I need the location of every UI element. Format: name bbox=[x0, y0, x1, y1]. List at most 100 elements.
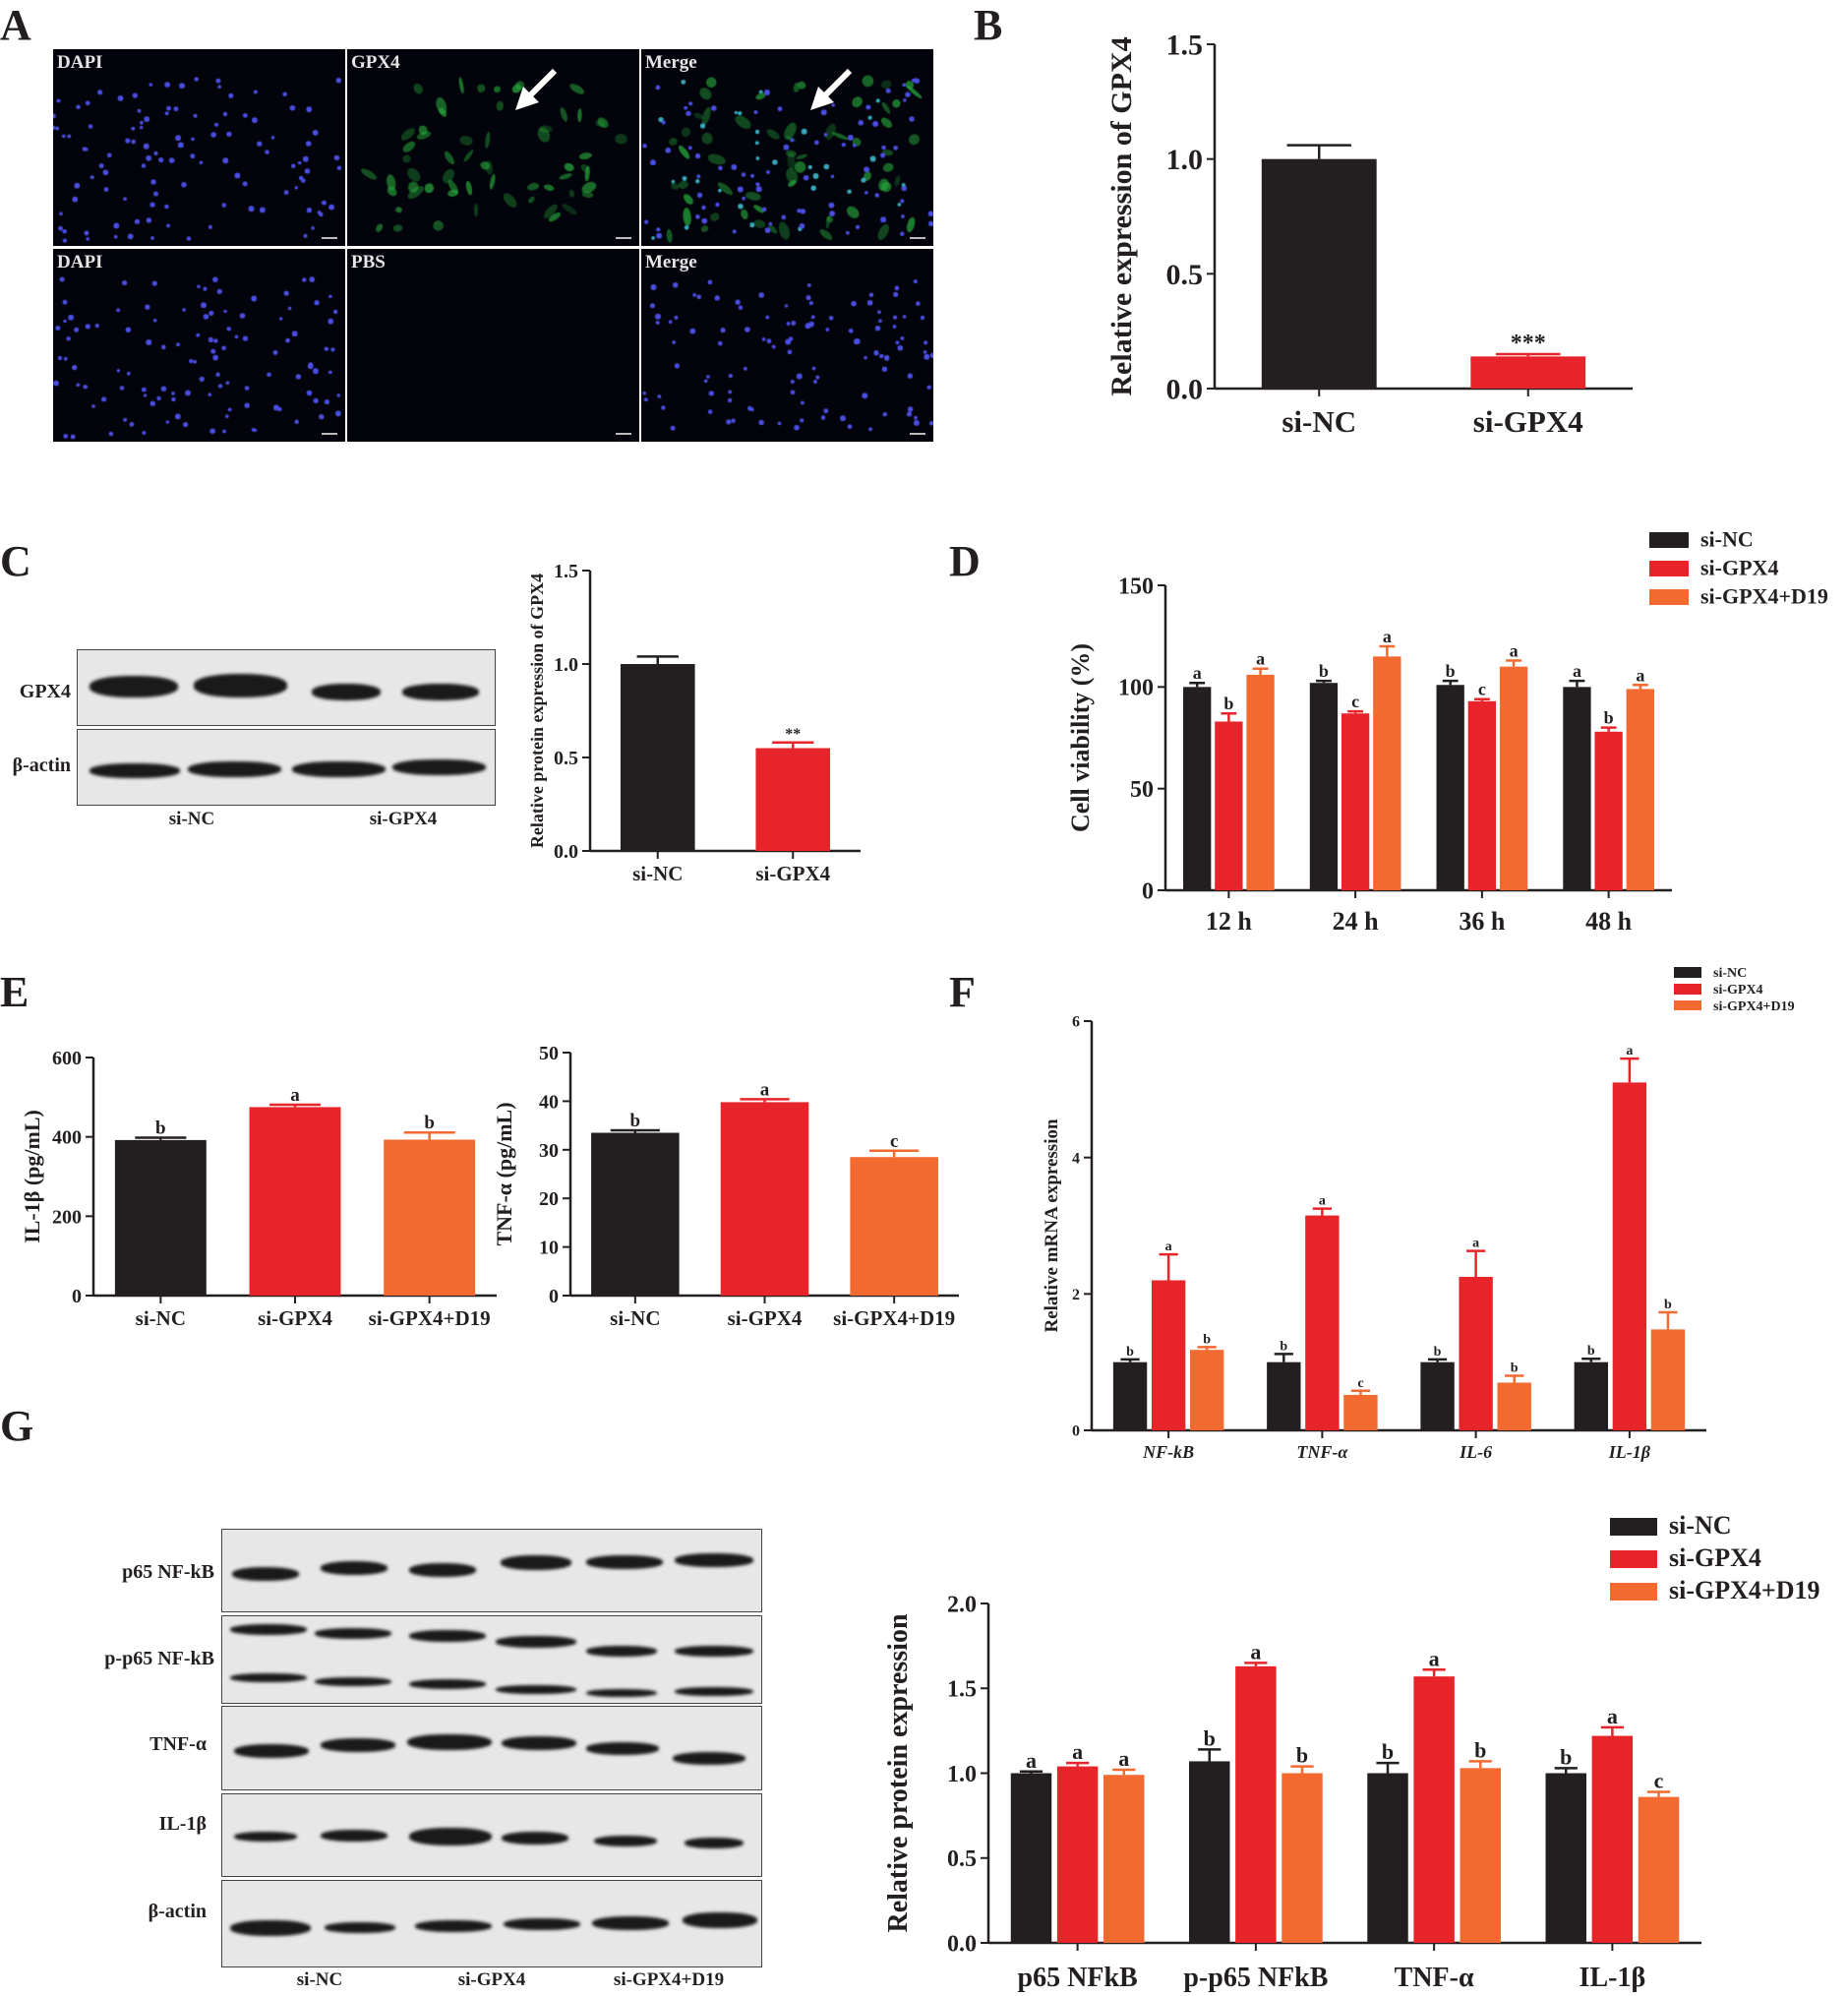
legend-swatch bbox=[1649, 589, 1689, 605]
y-tick-label: 40 bbox=[539, 1091, 559, 1113]
y-tick-label: 150 bbox=[1118, 574, 1154, 599]
x-tick-label: p65 NFkB bbox=[1018, 1963, 1138, 1993]
significance-label: c bbox=[1357, 1376, 1363, 1391]
bar bbox=[1650, 1329, 1686, 1430]
blot-row-p-p65 bbox=[221, 1615, 762, 1704]
x-tick-label: 36 h bbox=[1459, 907, 1506, 936]
bar bbox=[1497, 1382, 1531, 1430]
significance-label: a bbox=[1026, 1748, 1037, 1773]
significance-label: a bbox=[1429, 1646, 1440, 1670]
legend-swatch bbox=[1649, 561, 1689, 576]
x-tick-label: 12 h bbox=[1206, 907, 1253, 936]
significance-label: *** bbox=[1511, 331, 1546, 356]
bar bbox=[755, 748, 831, 851]
y-tick-label: 100 bbox=[1118, 676, 1154, 701]
legend-swatch bbox=[1674, 984, 1701, 995]
panel-letter-c: C bbox=[0, 537, 31, 585]
bar bbox=[1413, 1676, 1455, 1943]
micrograph-label: GPX4 bbox=[351, 52, 400, 73]
x-tick-label: si-GPX4+D19 bbox=[833, 1306, 955, 1330]
x-tick-label: IL-1β bbox=[1608, 1442, 1651, 1462]
blot-label: β-actin bbox=[148, 1901, 207, 1922]
x-tick-label: si-NC bbox=[1282, 404, 1356, 439]
blot-row-il1b bbox=[221, 1793, 762, 1877]
micrograph-label: Merge bbox=[645, 252, 697, 272]
significance-label: a bbox=[1250, 1639, 1261, 1663]
significance-label: c bbox=[1654, 1768, 1664, 1792]
bar bbox=[1010, 1773, 1052, 1943]
micrograph-dapi-bottom: DAPI bbox=[53, 249, 345, 442]
x-tick-label: 48 h bbox=[1585, 907, 1633, 936]
bar bbox=[620, 664, 695, 851]
legend-swatch bbox=[1610, 1583, 1657, 1601]
significance-label: b bbox=[1474, 1737, 1486, 1762]
y-tick-label: 1.0 bbox=[947, 1762, 977, 1787]
bar bbox=[1282, 1773, 1323, 1943]
bar bbox=[1305, 1215, 1340, 1430]
y-tick-label: 30 bbox=[539, 1140, 559, 1162]
scale-bar bbox=[322, 433, 337, 435]
significance-label: c bbox=[1478, 680, 1486, 699]
y-tick-label: 0 bbox=[1072, 1423, 1080, 1440]
bar bbox=[1343, 1394, 1378, 1430]
legend-swatch bbox=[1610, 1550, 1657, 1568]
micrograph-gpx4: GPX4 bbox=[347, 49, 639, 246]
bar bbox=[1189, 1761, 1230, 1943]
x-tick-label: si-GPX4 bbox=[1473, 404, 1583, 439]
bar bbox=[850, 1157, 938, 1296]
x-tick-label: 24 h bbox=[1333, 907, 1380, 936]
bar bbox=[1563, 687, 1591, 890]
bar bbox=[1215, 721, 1243, 890]
bar bbox=[1638, 1796, 1680, 1943]
bar bbox=[114, 1139, 207, 1296]
bar bbox=[1594, 731, 1623, 890]
legend-swatch bbox=[1674, 967, 1701, 978]
bar bbox=[1261, 158, 1377, 389]
bar bbox=[1267, 1361, 1301, 1430]
significance-label: a bbox=[1510, 640, 1519, 660]
y-tick-label: 2.0 bbox=[947, 1592, 977, 1617]
chart-e-tnf: 0 10 20 30 40 50 TNF-α (pg/mL) si-NC b si-GPX4 a si… bbox=[492, 1043, 959, 1330]
blot-row-tnf bbox=[221, 1706, 762, 1790]
y-tick-label: 1.5 bbox=[1166, 30, 1204, 62]
x-tick-label: si-NC bbox=[136, 1306, 186, 1330]
legend-swatch bbox=[1610, 1518, 1657, 1536]
significance-label: b bbox=[1296, 1743, 1308, 1768]
blot-row-p65 bbox=[221, 1529, 762, 1612]
significance-label: b bbox=[155, 1118, 166, 1138]
blot-label: p-p65 NF-kB bbox=[104, 1648, 214, 1669]
blot-row-beta-actin bbox=[221, 1880, 762, 1967]
significance-label: c bbox=[890, 1131, 898, 1152]
bar bbox=[1574, 1361, 1608, 1430]
bar bbox=[1436, 685, 1464, 890]
bar bbox=[1373, 656, 1401, 890]
panel-letter-g: G bbox=[0, 1402, 34, 1450]
blot-label: TNF-α bbox=[149, 1733, 207, 1755]
significance-label: b bbox=[1319, 661, 1329, 681]
lane-label: si-GPX4 bbox=[369, 809, 438, 829]
micrograph-label: DAPI bbox=[57, 252, 103, 272]
y-tick-label: 1.5 bbox=[554, 561, 578, 582]
scale-bar bbox=[616, 433, 631, 435]
bar bbox=[1459, 1277, 1493, 1430]
significance-label: b bbox=[1434, 1345, 1442, 1360]
bar bbox=[1246, 674, 1275, 890]
significance-label: a bbox=[1472, 1237, 1479, 1251]
significance-label: a bbox=[1072, 1739, 1083, 1764]
panel-letter-b: B bbox=[974, 1, 1003, 49]
bar bbox=[1470, 356, 1586, 389]
chart-c-gpx4-protein: 0.0 0.5 1.0 1.5 Relative protein expression … bbox=[527, 561, 861, 885]
y-tick-label: 400 bbox=[52, 1127, 82, 1149]
y-tick-label: 0.5 bbox=[1166, 259, 1204, 291]
x-tick-label: si-GPX4 bbox=[755, 862, 830, 885]
lane-label: si-GPX4+D19 bbox=[613, 1969, 725, 1990]
legend-label: si-NC bbox=[1669, 1511, 1732, 1540]
y-axis-label: TNF-α (pg/mL) bbox=[492, 1102, 516, 1245]
micrograph-label: Merge bbox=[645, 52, 697, 73]
y-tick-label: 0.5 bbox=[947, 1846, 977, 1872]
significance-label: b bbox=[424, 1113, 435, 1133]
x-tick-label: si-NC bbox=[632, 862, 683, 885]
significance-label: a bbox=[1165, 1240, 1172, 1254]
micrograph-dapi-top: DAPI bbox=[53, 49, 345, 246]
y-tick-label: 0.5 bbox=[554, 748, 578, 769]
